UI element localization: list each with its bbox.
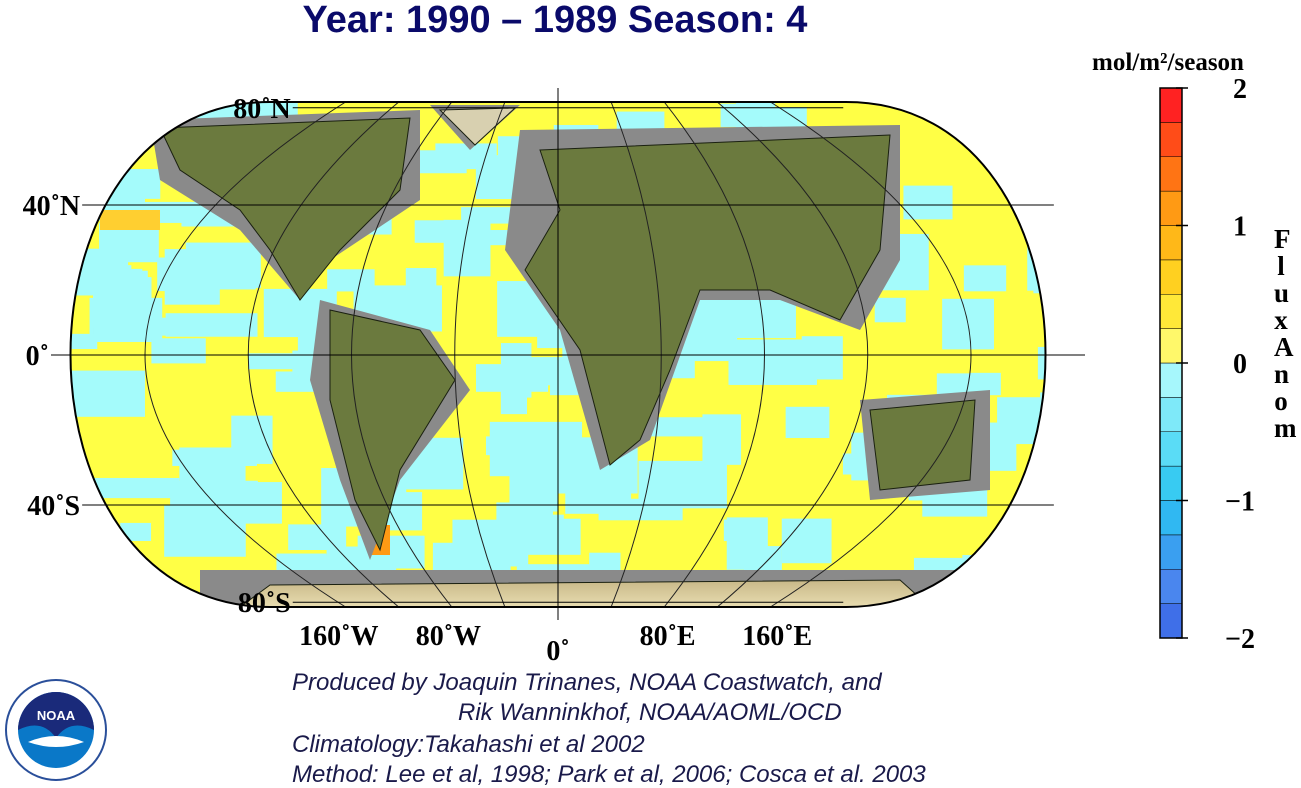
credit-line: Rik Wanninkhof, NOAA/AOML/OCD xyxy=(458,699,842,726)
patch xyxy=(1040,392,1046,423)
patch xyxy=(151,338,206,364)
patch xyxy=(70,370,145,417)
lon-label: 80˚W xyxy=(416,621,481,652)
patch xyxy=(288,524,347,551)
patch xyxy=(248,353,296,370)
colorbar-tick-label: 0 xyxy=(1233,349,1247,380)
lon-axis: 160˚W 80˚W 0˚ 80˚E 160˚E xyxy=(299,621,812,667)
colorbar-tick-label: −2 xyxy=(1225,624,1255,655)
title: Year: 1990 – 1989 Season: 4 xyxy=(303,0,808,41)
color-step xyxy=(1159,122,1183,157)
noaa-logo: NOAA xyxy=(5,679,107,781)
color-step xyxy=(1159,431,1183,467)
color-step xyxy=(1159,190,1183,226)
patch xyxy=(461,207,514,224)
patch xyxy=(485,436,565,456)
patch xyxy=(649,417,710,437)
color-step xyxy=(1159,500,1183,536)
patch xyxy=(1037,346,1046,380)
patch xyxy=(874,297,906,323)
patch xyxy=(936,373,983,396)
credit-line: Produced by Joaquin Trinanes, NOAA Coast… xyxy=(292,669,882,696)
patch xyxy=(1044,483,1046,509)
color-step xyxy=(1159,87,1183,123)
color-step xyxy=(1159,362,1183,398)
patch xyxy=(1051,140,1134,158)
patch xyxy=(140,201,222,223)
patch xyxy=(1056,572,1100,590)
patch xyxy=(801,336,843,380)
patch xyxy=(1027,102,1046,131)
patch xyxy=(185,242,256,290)
color-step xyxy=(1159,534,1183,570)
patch xyxy=(500,363,528,415)
lat-axis: 80˚N 40˚N 0˚ 40˚S 80˚S xyxy=(23,94,1085,619)
map xyxy=(70,102,1134,607)
patch xyxy=(147,317,226,336)
color-step xyxy=(1159,225,1183,261)
patch xyxy=(903,185,953,220)
credit-line: Climatology:Takahashi et al 2002 xyxy=(292,731,645,758)
color-step xyxy=(1159,465,1183,501)
patch xyxy=(963,265,1007,292)
patch xyxy=(1047,529,1088,552)
patch xyxy=(70,333,98,350)
color-step xyxy=(1159,259,1183,295)
patch xyxy=(638,460,727,509)
patch xyxy=(84,477,180,499)
patch xyxy=(70,569,113,596)
colorbar-tick-label: 1 xyxy=(1233,212,1247,243)
lon-label: 80˚E xyxy=(640,621,696,652)
color-step xyxy=(1159,328,1183,364)
patch xyxy=(414,220,457,243)
lon-label: 0˚ xyxy=(546,636,569,667)
patch xyxy=(164,505,246,557)
patch xyxy=(785,406,830,438)
color-step xyxy=(1159,397,1183,432)
patch xyxy=(1027,245,1046,291)
patch xyxy=(723,519,765,542)
patch xyxy=(1003,512,1046,557)
colorbar: 2 1 0 −1 −2 xyxy=(1159,74,1255,655)
credits: Produced by Joaquin Trinanes, NOAA Coast… xyxy=(292,669,926,788)
color-step xyxy=(1159,603,1183,639)
lon-label: 160˚W xyxy=(299,621,378,652)
patch xyxy=(100,210,160,230)
colorbar-label: Flux Anom xyxy=(1274,224,1297,443)
patch xyxy=(962,555,1015,607)
patch xyxy=(453,230,521,246)
colorbar-units: mol/m²/season xyxy=(1092,49,1244,76)
color-step xyxy=(1159,294,1183,329)
lat-label: 80˚N xyxy=(233,94,291,125)
lat-label: 40˚S xyxy=(27,491,80,522)
map-outline xyxy=(69,101,1047,608)
lat-label: 80˚S xyxy=(238,588,291,619)
lat-label: 0˚ xyxy=(26,341,49,372)
color-step xyxy=(1159,156,1183,192)
patch xyxy=(781,518,832,564)
patch xyxy=(120,522,152,541)
patch xyxy=(1058,102,1090,146)
color-step xyxy=(1159,569,1183,604)
colorbar-tick-label: −1 xyxy=(1225,487,1255,518)
land xyxy=(159,107,976,607)
lon-label: 160˚E xyxy=(742,621,812,652)
patch xyxy=(70,217,88,248)
colorbar-tick-label: 2 xyxy=(1233,74,1247,105)
credit-line: Method: Lee et al, 1998; Park et al, 200… xyxy=(292,761,926,788)
patch xyxy=(1033,255,1046,294)
patch xyxy=(565,464,632,514)
logo-text: NOAA xyxy=(37,708,76,723)
patch xyxy=(486,541,524,566)
patch xyxy=(702,414,742,465)
lat-label: 40˚N xyxy=(23,191,81,222)
